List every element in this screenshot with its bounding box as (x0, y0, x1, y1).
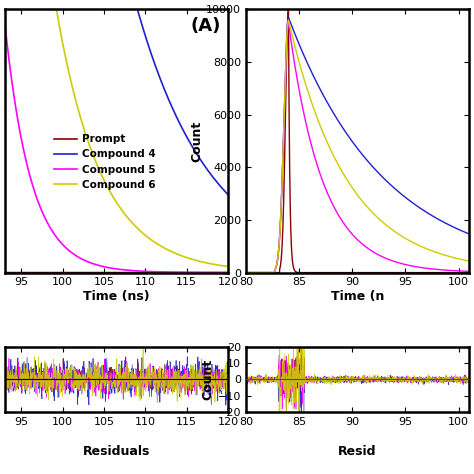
Legend: Prompt, Compound 4, Compound 5, Compound 6: Prompt, Compound 4, Compound 5, Compound… (50, 130, 160, 194)
Line: Compound 6: Compound 6 (5, 0, 228, 266)
Prompt (2, 270, 8, 275)
X-axis label: Time (n: Time (n (331, 290, 384, 303)
X-axis label: Time (ns): Time (ns) (83, 290, 150, 303)
Prompt (82, 270, 87, 275)
Compound 5 (82, 257, 87, 263)
Compound 6 (56, 21, 62, 27)
Prompt (105, 270, 111, 275)
Compound 5 (225, 270, 231, 275)
Prompt (125, 270, 130, 275)
Compound 6 (105, 185, 111, 191)
Compound 6 (82, 128, 87, 134)
Y-axis label: Count: Count (202, 359, 215, 400)
Text: Residuals: Residuals (83, 445, 150, 458)
Compound 6 (225, 264, 231, 269)
Compound 5 (125, 267, 130, 273)
Compound 5 (4, 42, 10, 47)
Line: Compound 4: Compound 4 (5, 0, 228, 195)
Compound 5 (2, 20, 8, 26)
Text: (A): (A) (191, 18, 221, 36)
Compound 5 (105, 264, 111, 270)
Prompt (115, 270, 120, 275)
Compound 6 (125, 214, 130, 220)
Prompt (4, 270, 10, 275)
Compound 5 (56, 237, 62, 243)
Compound 6 (115, 201, 120, 207)
Text: Resid: Resid (338, 445, 377, 458)
Compound 4 (225, 192, 231, 198)
Line: Compound 5: Compound 5 (5, 23, 228, 273)
Compound 5 (115, 266, 120, 272)
Prompt (56, 270, 62, 275)
Prompt (225, 270, 231, 275)
Y-axis label: Count: Count (190, 120, 203, 162)
